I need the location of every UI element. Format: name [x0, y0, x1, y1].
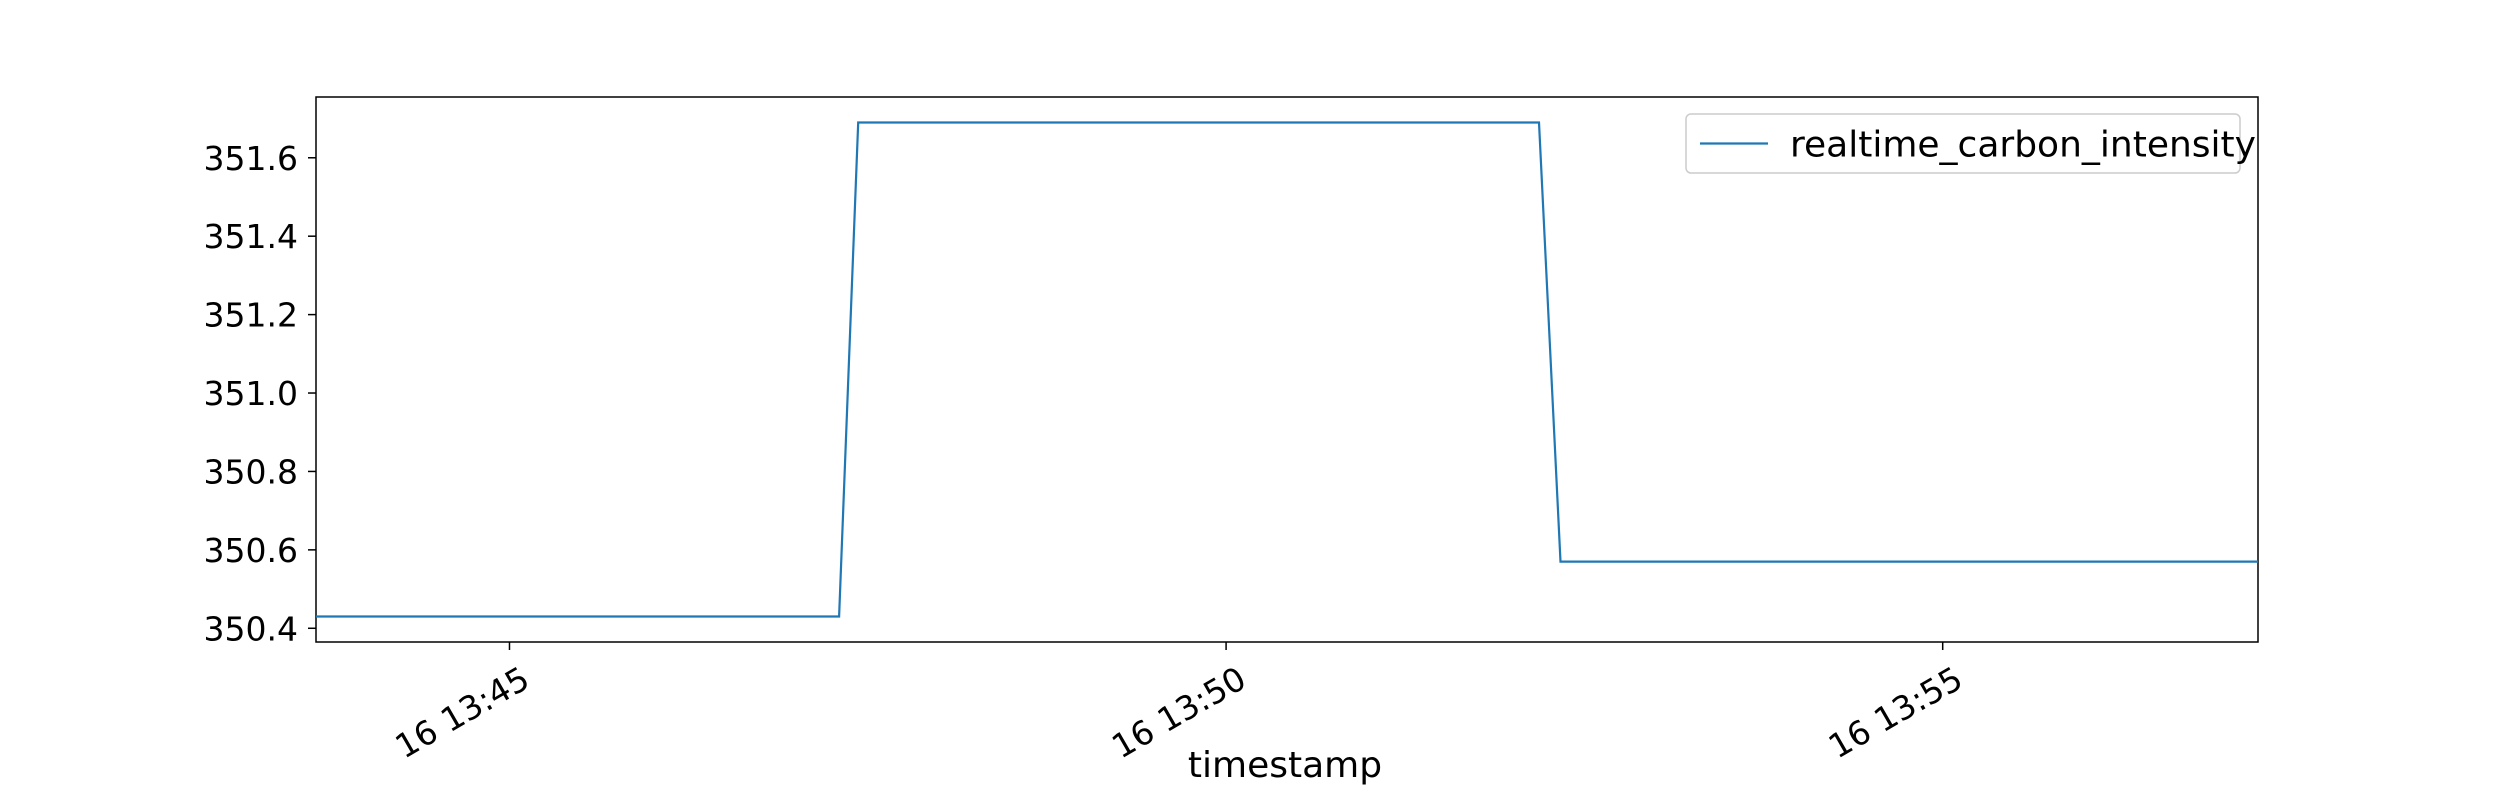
y-tick-label: 351.6 — [204, 139, 298, 178]
y-tick-label: 350.8 — [204, 452, 298, 491]
plot-frame — [315, 96, 2259, 643]
series-layer — [316, 121, 2258, 618]
legend: realtime_carbon_intensity — [1685, 113, 2256, 174]
legend-label: realtime_carbon_intensity — [1790, 125, 2256, 166]
y-tick-label: 350.6 — [204, 531, 298, 570]
y-axis: 350.4 350.6 350.8 351.0 351.2 351.4 351.6 — [204, 139, 316, 648]
y-tick-label: 351.0 — [204, 374, 298, 413]
plot-area — [315, 96, 2259, 643]
y-tick-label: 351.2 — [204, 296, 298, 335]
x-axis-label: timestamp — [1188, 745, 1382, 786]
y-tick-label: 351.4 — [204, 217, 298, 256]
series-line-0 — [316, 121, 2258, 618]
legend-box — [1685, 113, 2241, 174]
plot-background — [316, 97, 2258, 642]
y-tick-label: 350.4 — [204, 609, 298, 648]
